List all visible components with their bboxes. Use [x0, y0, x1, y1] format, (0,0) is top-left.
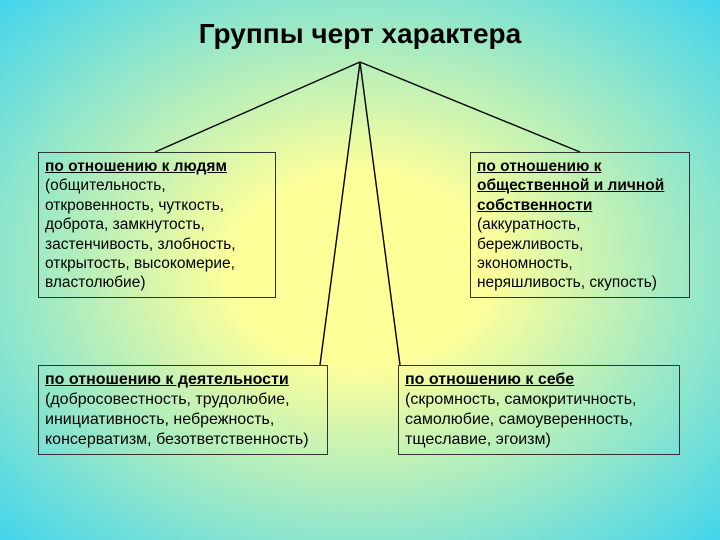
box-body: (аккуратность, бережливость, экономность… [477, 216, 657, 291]
box-property: по отношению к общественной и личной соб… [470, 152, 690, 298]
box-heading: по отношению к себе [405, 371, 574, 388]
box-heading: по отношению к деятельности [45, 371, 289, 388]
box-activity: по отношению к деятельности (добросовест… [38, 365, 328, 455]
box-people: по отношению к людям (общительность, отк… [38, 152, 276, 298]
box-body: (скромность, самокритичность, самолюбие,… [405, 391, 637, 448]
box-heading: по отношению к людям [45, 158, 227, 175]
diagram-title: Группы черт характера [0, 18, 720, 50]
box-body: (добросовестность, трудолюбие, инициатив… [45, 391, 309, 448]
box-heading: по отношению к общественной и личной соб… [477, 158, 664, 214]
box-body: (общительность, откровенность, чуткость,… [45, 177, 236, 291]
box-self: по отношению к себе (скромность, самокри… [398, 365, 680, 455]
